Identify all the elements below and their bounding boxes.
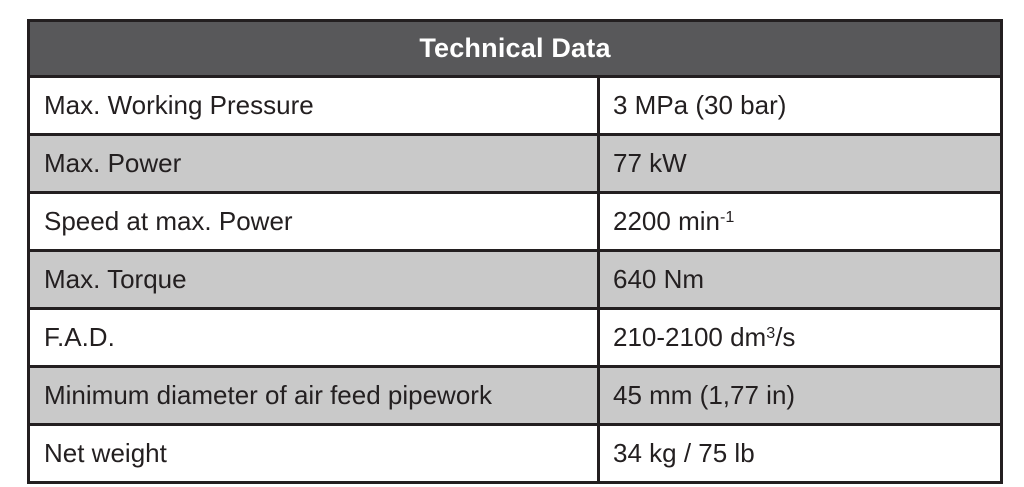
spec-value-tail: /s bbox=[775, 322, 796, 352]
spec-value-text: 3 MPa (30 bar) bbox=[613, 90, 787, 120]
table-header-row: Technical Data bbox=[28, 20, 1002, 78]
spec-value-text: 45 mm (1,77 in) bbox=[613, 380, 796, 410]
table-row: Max. Torque 640 Nm bbox=[28, 249, 1002, 309]
table-row: F.A.D. 210-2100 dm3/s bbox=[28, 307, 1002, 367]
table-title: Technical Data bbox=[28, 20, 1002, 78]
spec-value: 3 MPa (30 bar) bbox=[597, 76, 1002, 135]
table-row: Max. Working Pressure 3 MPa (30 bar) bbox=[28, 76, 1002, 135]
spec-value: 77 kW bbox=[597, 133, 1002, 193]
spec-value-superscript: -1 bbox=[719, 207, 735, 226]
table-body: Max. Working Pressure 3 MPa (30 bar) Max. … bbox=[28, 76, 1002, 483]
spec-label: F.A.D. bbox=[28, 307, 599, 367]
technical-data-table: Technical Data Max. Working Pressure 3 MP… bbox=[27, 19, 1003, 484]
table-header: Technical Data bbox=[28, 20, 1002, 78]
spec-label: Net weight bbox=[28, 423, 599, 483]
table-row: Max. Power 77 kW bbox=[28, 133, 1002, 193]
spec-label: Minimum diameter of air feed pipework bbox=[28, 365, 599, 425]
spec-value-text: 210-2100 dm bbox=[613, 322, 767, 352]
spec-value-text: 640 Nm bbox=[613, 264, 705, 294]
spec-value: 640 Nm bbox=[597, 249, 1002, 309]
table-row: Speed at max. Power 2200 min-1 bbox=[28, 191, 1002, 251]
table-row: Net weight 34 kg / 75 lb bbox=[28, 423, 1002, 483]
spec-value: 2200 min-1 bbox=[597, 191, 1002, 251]
spec-value-text: 2200 min bbox=[613, 206, 720, 236]
spec-value: 210-2100 dm3/s bbox=[597, 307, 1002, 367]
spec-label: Max. Torque bbox=[28, 249, 599, 309]
spec-label: Max. Working Pressure bbox=[28, 76, 599, 135]
spec-value: 45 mm (1,77 in) bbox=[597, 365, 1002, 425]
spec-label: Speed at max. Power bbox=[28, 191, 599, 251]
spec-value: 34 kg / 75 lb bbox=[597, 423, 1002, 483]
spec-value-superscript: 3 bbox=[766, 323, 776, 342]
table-row: Minimum diameter of air feed pipework 45 … bbox=[28, 365, 1002, 425]
spec-label: Max. Power bbox=[28, 133, 599, 193]
spec-value-text: 77 kW bbox=[613, 148, 687, 178]
spec-value-text: 34 kg / 75 lb bbox=[613, 438, 755, 468]
